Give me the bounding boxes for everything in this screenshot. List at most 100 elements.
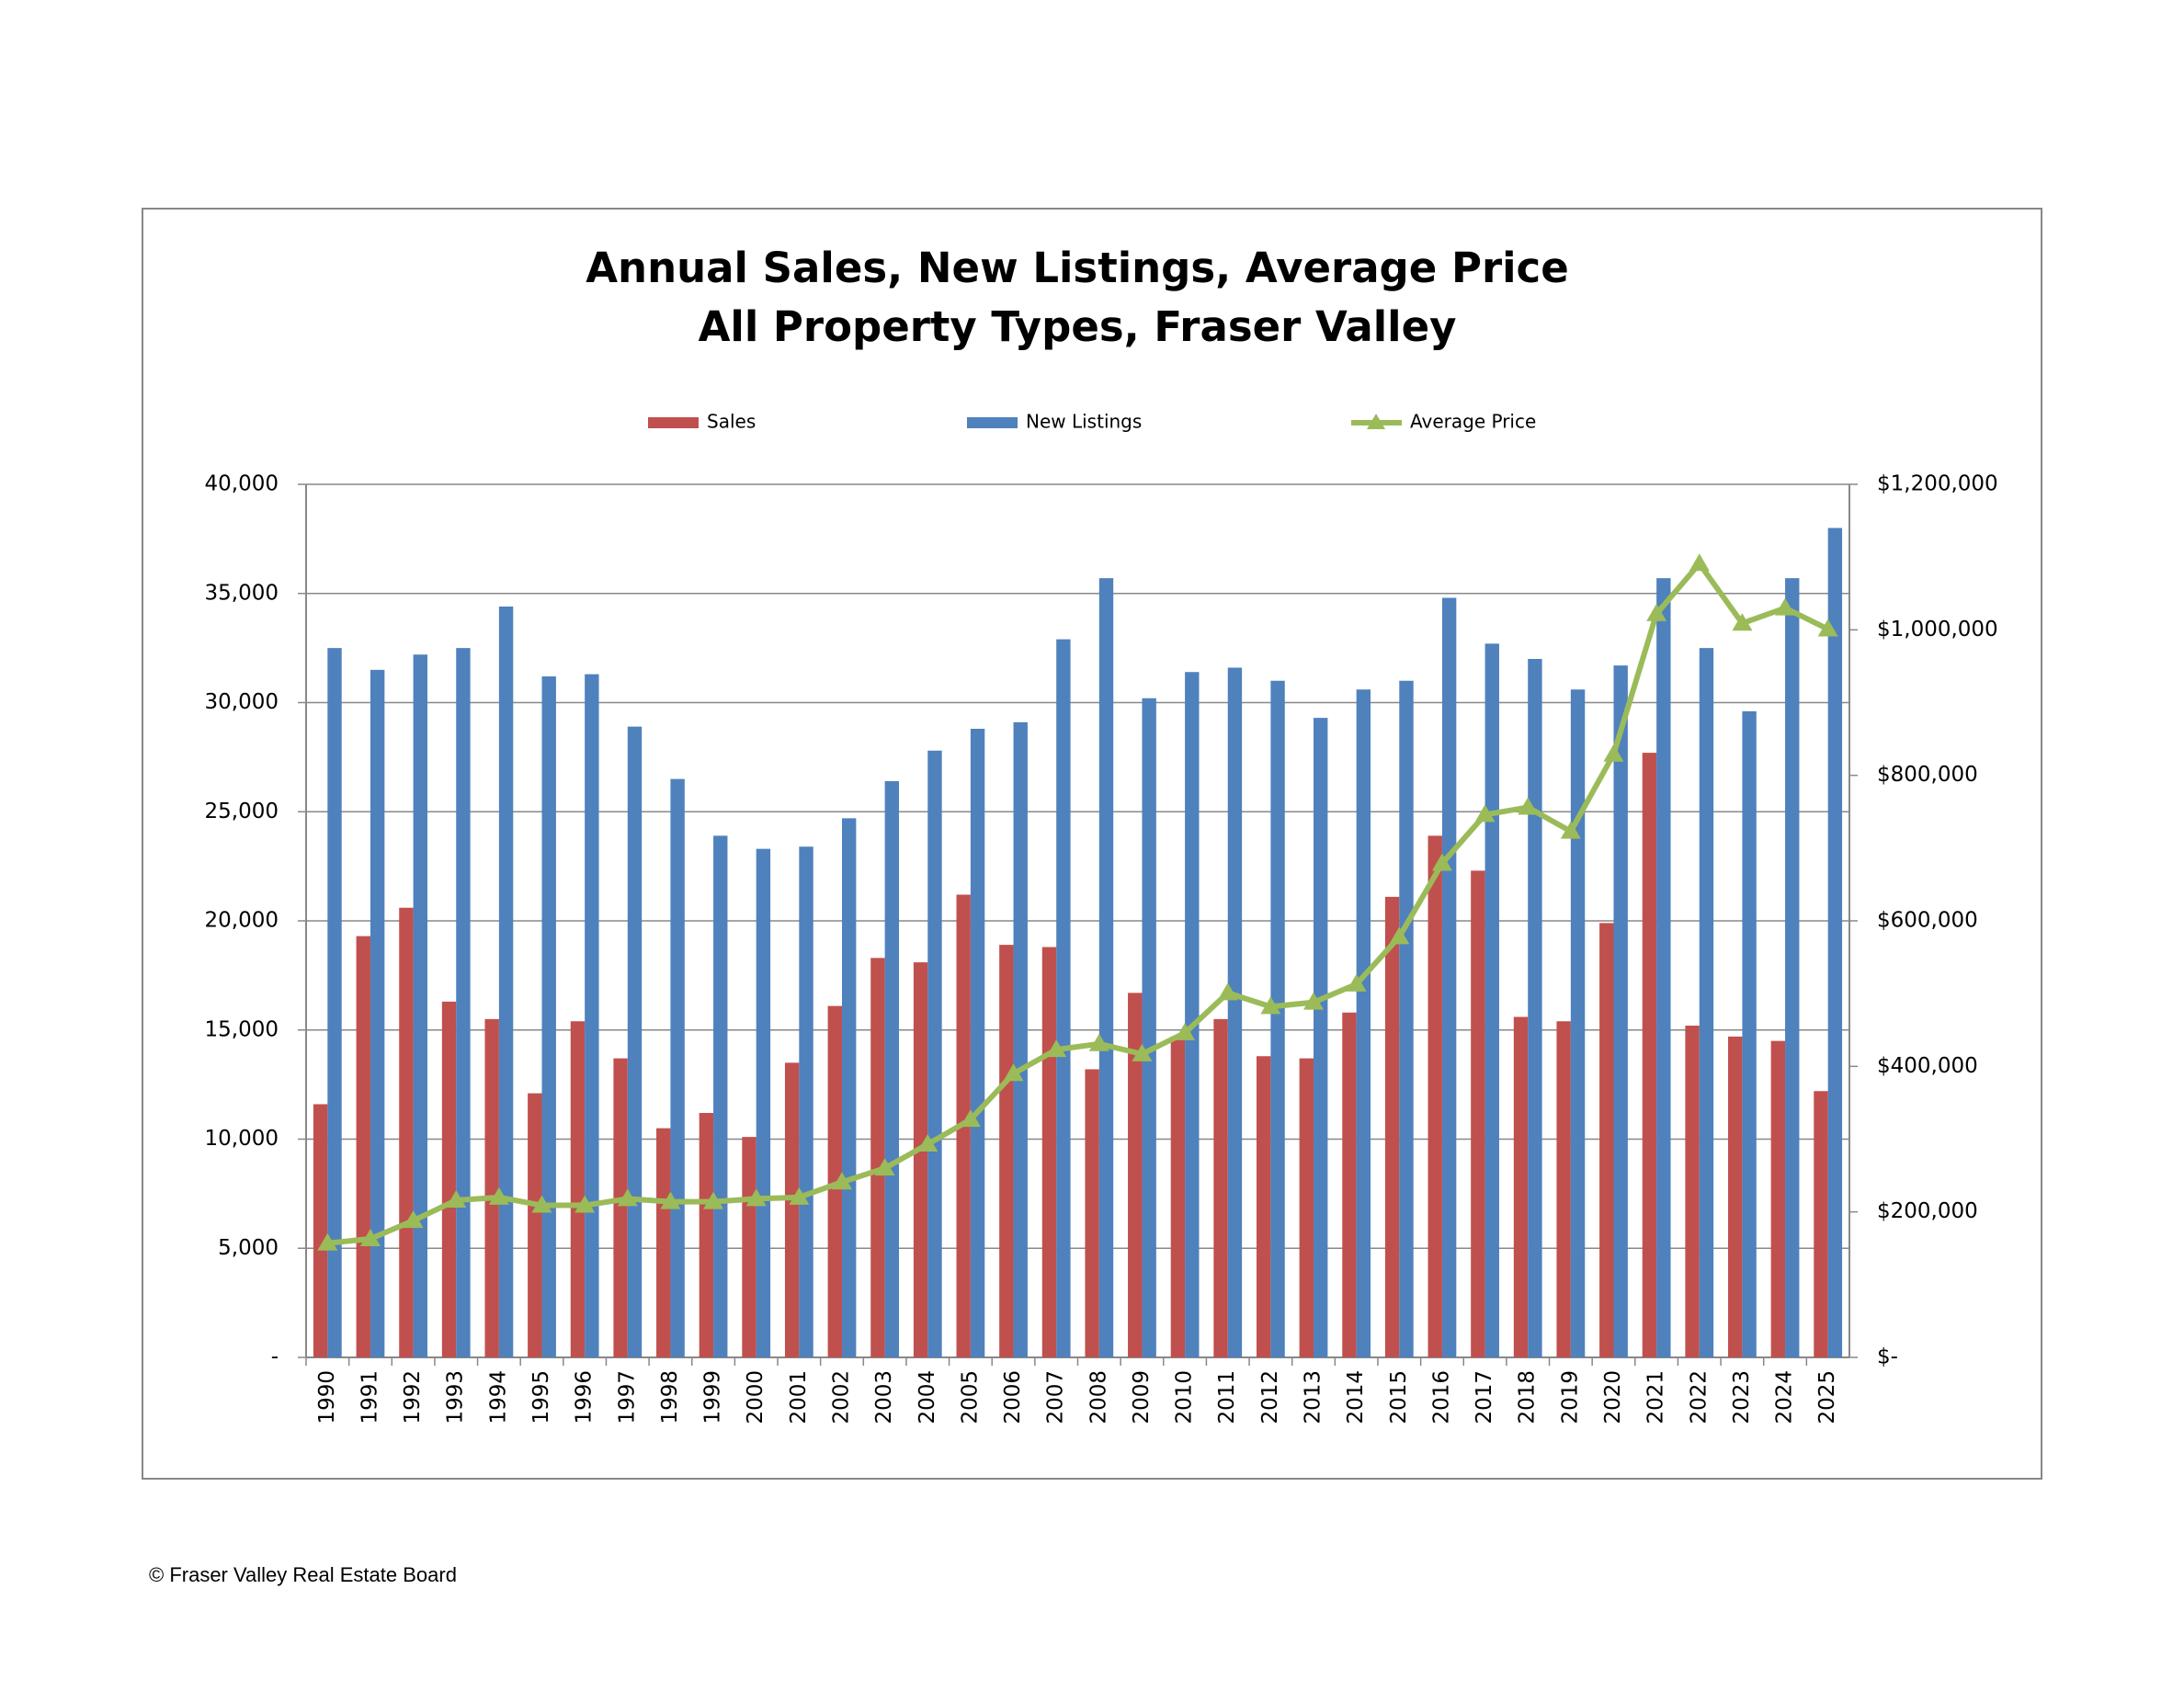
y-tick-label: 5,000 — [218, 1236, 279, 1260]
bar — [1599, 923, 1614, 1357]
line-marker — [1046, 1039, 1067, 1058]
line-marker — [1132, 1043, 1153, 1061]
bar — [927, 750, 942, 1357]
bar — [1185, 672, 1200, 1357]
bar — [1384, 896, 1400, 1357]
bar — [1085, 1069, 1099, 1357]
x-tick-label: 2011 — [1215, 1370, 1239, 1424]
bar — [1814, 1091, 1828, 1357]
x-tick-label: 2007 — [1044, 1370, 1068, 1424]
y-tick-label: 40,000 — [205, 472, 279, 496]
bar — [699, 1113, 714, 1357]
line-marker — [1346, 973, 1367, 992]
line-marker — [745, 1188, 767, 1207]
x-tick-label: 2020 — [1601, 1370, 1625, 1424]
bar — [1642, 753, 1657, 1357]
y2-tick-label: $400,000 — [1877, 1054, 1978, 1078]
x-tick-label: 2024 — [1773, 1370, 1797, 1424]
y2-tick-label: $- — [1877, 1345, 1898, 1369]
bar — [1770, 1040, 1786, 1357]
line-marker — [1474, 804, 1496, 823]
bar — [456, 648, 471, 1357]
line-marker — [1389, 926, 1410, 945]
x-tick-label: 2018 — [1516, 1370, 1540, 1424]
line-marker — [1817, 619, 1838, 637]
x-tick-label: 1990 — [315, 1370, 339, 1424]
bar — [670, 778, 685, 1357]
bar — [613, 1058, 628, 1357]
y-tick-label: - — [271, 1345, 279, 1369]
x-tick-label: 1996 — [573, 1370, 597, 1424]
x-tick-label: 1991 — [358, 1370, 381, 1424]
line-marker — [1775, 597, 1796, 616]
line-marker — [403, 1210, 424, 1229]
bar — [1213, 1018, 1228, 1357]
line-marker — [1175, 1022, 1196, 1040]
x-tick-label: 2002 — [829, 1370, 853, 1424]
x-tick-label: 1997 — [615, 1370, 639, 1424]
x-tick-label: 1998 — [658, 1370, 682, 1424]
y-tick-label: 15,000 — [205, 1017, 279, 1041]
line-marker — [531, 1195, 552, 1213]
x-tick-label: 2021 — [1644, 1370, 1668, 1424]
line-marker — [1088, 1033, 1109, 1051]
bar — [799, 846, 813, 1357]
line-marker — [917, 1134, 938, 1152]
line-marker — [1689, 553, 1710, 572]
x-tick-label: 2012 — [1258, 1370, 1282, 1424]
legend-swatch — [648, 417, 699, 428]
bar — [1656, 578, 1671, 1357]
bar — [1570, 689, 1586, 1357]
bar — [784, 1062, 800, 1357]
line-marker — [789, 1186, 810, 1205]
x-tick-label: 2001 — [787, 1370, 811, 1424]
y-tick-label: 20,000 — [205, 909, 279, 933]
x-tick-label: 2014 — [1344, 1370, 1368, 1424]
line — [327, 561, 1830, 1246]
bar — [884, 781, 900, 1357]
bar — [1356, 689, 1371, 1357]
line-marker — [1260, 996, 1281, 1015]
line-marker — [1646, 603, 1667, 621]
x-tick-label: 1995 — [529, 1370, 553, 1424]
bar — [1428, 835, 1442, 1357]
bar — [913, 962, 928, 1357]
bar — [370, 669, 385, 1357]
bar — [999, 945, 1014, 1357]
x-tick-label: 1999 — [701, 1370, 725, 1424]
x-tick-label: 2015 — [1387, 1370, 1411, 1424]
bar — [1513, 1016, 1529, 1357]
line-marker — [1431, 853, 1452, 871]
chart-title: Annual Sales, New Listings, Average Pric… — [586, 244, 1569, 292]
bar — [1056, 639, 1071, 1357]
bar — [356, 936, 370, 1357]
bar — [870, 958, 885, 1357]
bar — [1785, 578, 1800, 1357]
bar — [313, 1104, 328, 1357]
x-tick-label: 2009 — [1130, 1370, 1154, 1424]
x-tick-label: 2004 — [916, 1370, 939, 1424]
bar — [1613, 665, 1628, 1357]
y-tick-label: 35,000 — [205, 581, 279, 605]
bar — [441, 1001, 457, 1357]
y-tick-label: 10,000 — [205, 1127, 279, 1151]
x-tick-label: 2000 — [744, 1370, 768, 1424]
line-marker — [1732, 613, 1753, 631]
bar — [1399, 680, 1414, 1357]
bar — [1441, 597, 1457, 1357]
x-tick-label: 2019 — [1558, 1370, 1582, 1424]
footer: © Fraser Valley Real Estate Board — [149, 1563, 457, 1586]
x-tick-label: 2010 — [1173, 1370, 1197, 1424]
line-marker — [874, 1158, 895, 1176]
bar — [1314, 718, 1328, 1357]
bar — [1528, 659, 1542, 1357]
x-tick-label: 2016 — [1429, 1370, 1453, 1424]
bar — [627, 726, 643, 1357]
bar — [570, 1021, 586, 1357]
bar — [656, 1128, 671, 1357]
line-marker — [960, 1109, 981, 1128]
line-marker — [574, 1195, 596, 1213]
bar — [1142, 698, 1156, 1357]
x-tick-label: 1993 — [444, 1370, 468, 1424]
line-marker — [317, 1232, 338, 1251]
